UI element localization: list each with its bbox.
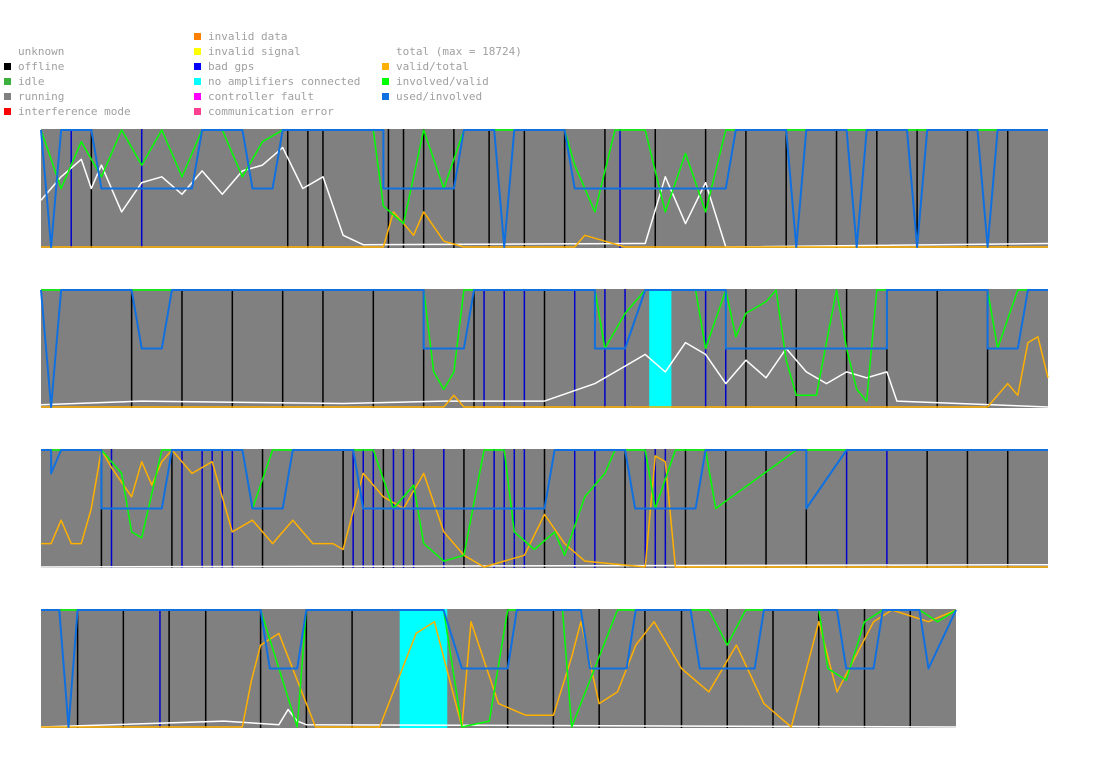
series-line-valid-total: [41, 336, 1049, 408]
legend-status-column-1: unknown offline idle running interference mo…: [4, 44, 131, 119]
legend-metrics: total (max = 18724) valid/total involved/v…: [382, 44, 522, 104]
series-line-used-involved: [41, 609, 957, 728]
legend-swatch: [194, 48, 201, 55]
status-background-running: [41, 129, 1048, 248]
status-span-no-amplifiers: [649, 289, 672, 408]
timeline-panel-1: [40, 129, 1049, 248]
legend-label: valid/total: [396, 60, 469, 73]
legend-status-item: interference mode: [4, 104, 131, 119]
legend-swatch: [382, 93, 389, 100]
legend-label: communication error: [208, 105, 334, 118]
legend-label: involved/valid: [396, 75, 489, 88]
legend-swatch: [4, 93, 11, 100]
legend-label: offline: [18, 60, 65, 73]
legend-label: interference mode: [18, 105, 131, 118]
legend-swatch: [4, 48, 11, 55]
series-line-valid-total: [41, 211, 1048, 248]
legend-swatch: [194, 63, 201, 70]
series-line-total: [40, 708, 957, 728]
legend-label: running: [18, 90, 65, 103]
legend-label: used/involved: [396, 90, 483, 103]
legend-status-item: communication error: [194, 104, 360, 119]
legend-label: unknown: [18, 45, 65, 58]
series-line-total: [40, 563, 1049, 568]
legend-swatch: [4, 108, 11, 115]
series-line-valid-total: [41, 609, 957, 728]
legend-label: bad gps: [208, 60, 255, 73]
series-line-total: [40, 341, 1049, 408]
legend-metric-item: used/involved: [382, 89, 522, 104]
legend-swatch: [382, 48, 389, 55]
legend-status-item: bad gps: [194, 59, 360, 74]
series-line-used-involved: [40, 289, 1048, 408]
legend-status-item: no amplifiers connected: [194, 74, 360, 89]
series-line-used-involved: [40, 129, 1048, 248]
legend-status-item: controller fault: [194, 89, 360, 104]
legend-label: invalid signal: [208, 45, 301, 58]
timeline-panel-4: [40, 609, 957, 728]
legend-status-item: offline: [4, 59, 131, 74]
legend-label: controller fault: [208, 90, 314, 103]
legend-status-item: running: [4, 89, 131, 104]
timeline-panel-3: [40, 449, 1049, 568]
legend-metric-item: valid/total: [382, 59, 522, 74]
legend-swatch: [194, 78, 201, 85]
legend-status-item: invalid signal: [194, 44, 360, 59]
series-line-involved-valid: [41, 289, 1048, 402]
series-line-involved-valid: [40, 129, 1048, 225]
legend-swatch: [194, 33, 201, 40]
status-span-no-amplifiers: [399, 609, 448, 728]
legend-swatch: [382, 63, 389, 70]
legend-status-item: unknown: [4, 44, 131, 59]
legend-swatch: [4, 78, 11, 85]
legend-label: total (max = 18724): [396, 45, 522, 58]
series-line-valid-total: [41, 449, 1048, 568]
legend-swatch: [382, 78, 389, 85]
legend-swatch: [194, 108, 201, 115]
legend-metric-item: involved/valid: [382, 74, 522, 89]
series-line-used-involved: [41, 449, 1048, 510]
series-line-total: [40, 146, 1049, 248]
legend-swatch: [194, 93, 201, 100]
legend-status-column-2: invalid data invalid signal bad gps no ampl…: [194, 29, 360, 119]
legend-swatch: [4, 63, 11, 70]
legend-label: invalid data: [208, 30, 288, 43]
legend-status-item: idle: [4, 74, 131, 89]
legend-label: idle: [18, 75, 45, 88]
legend-label: no amplifiers connected: [208, 75, 361, 88]
timeline-panel-2: [40, 289, 1049, 408]
legend-status-item: invalid data: [194, 29, 360, 44]
legend-metric-item: total (max = 18724): [382, 44, 522, 59]
